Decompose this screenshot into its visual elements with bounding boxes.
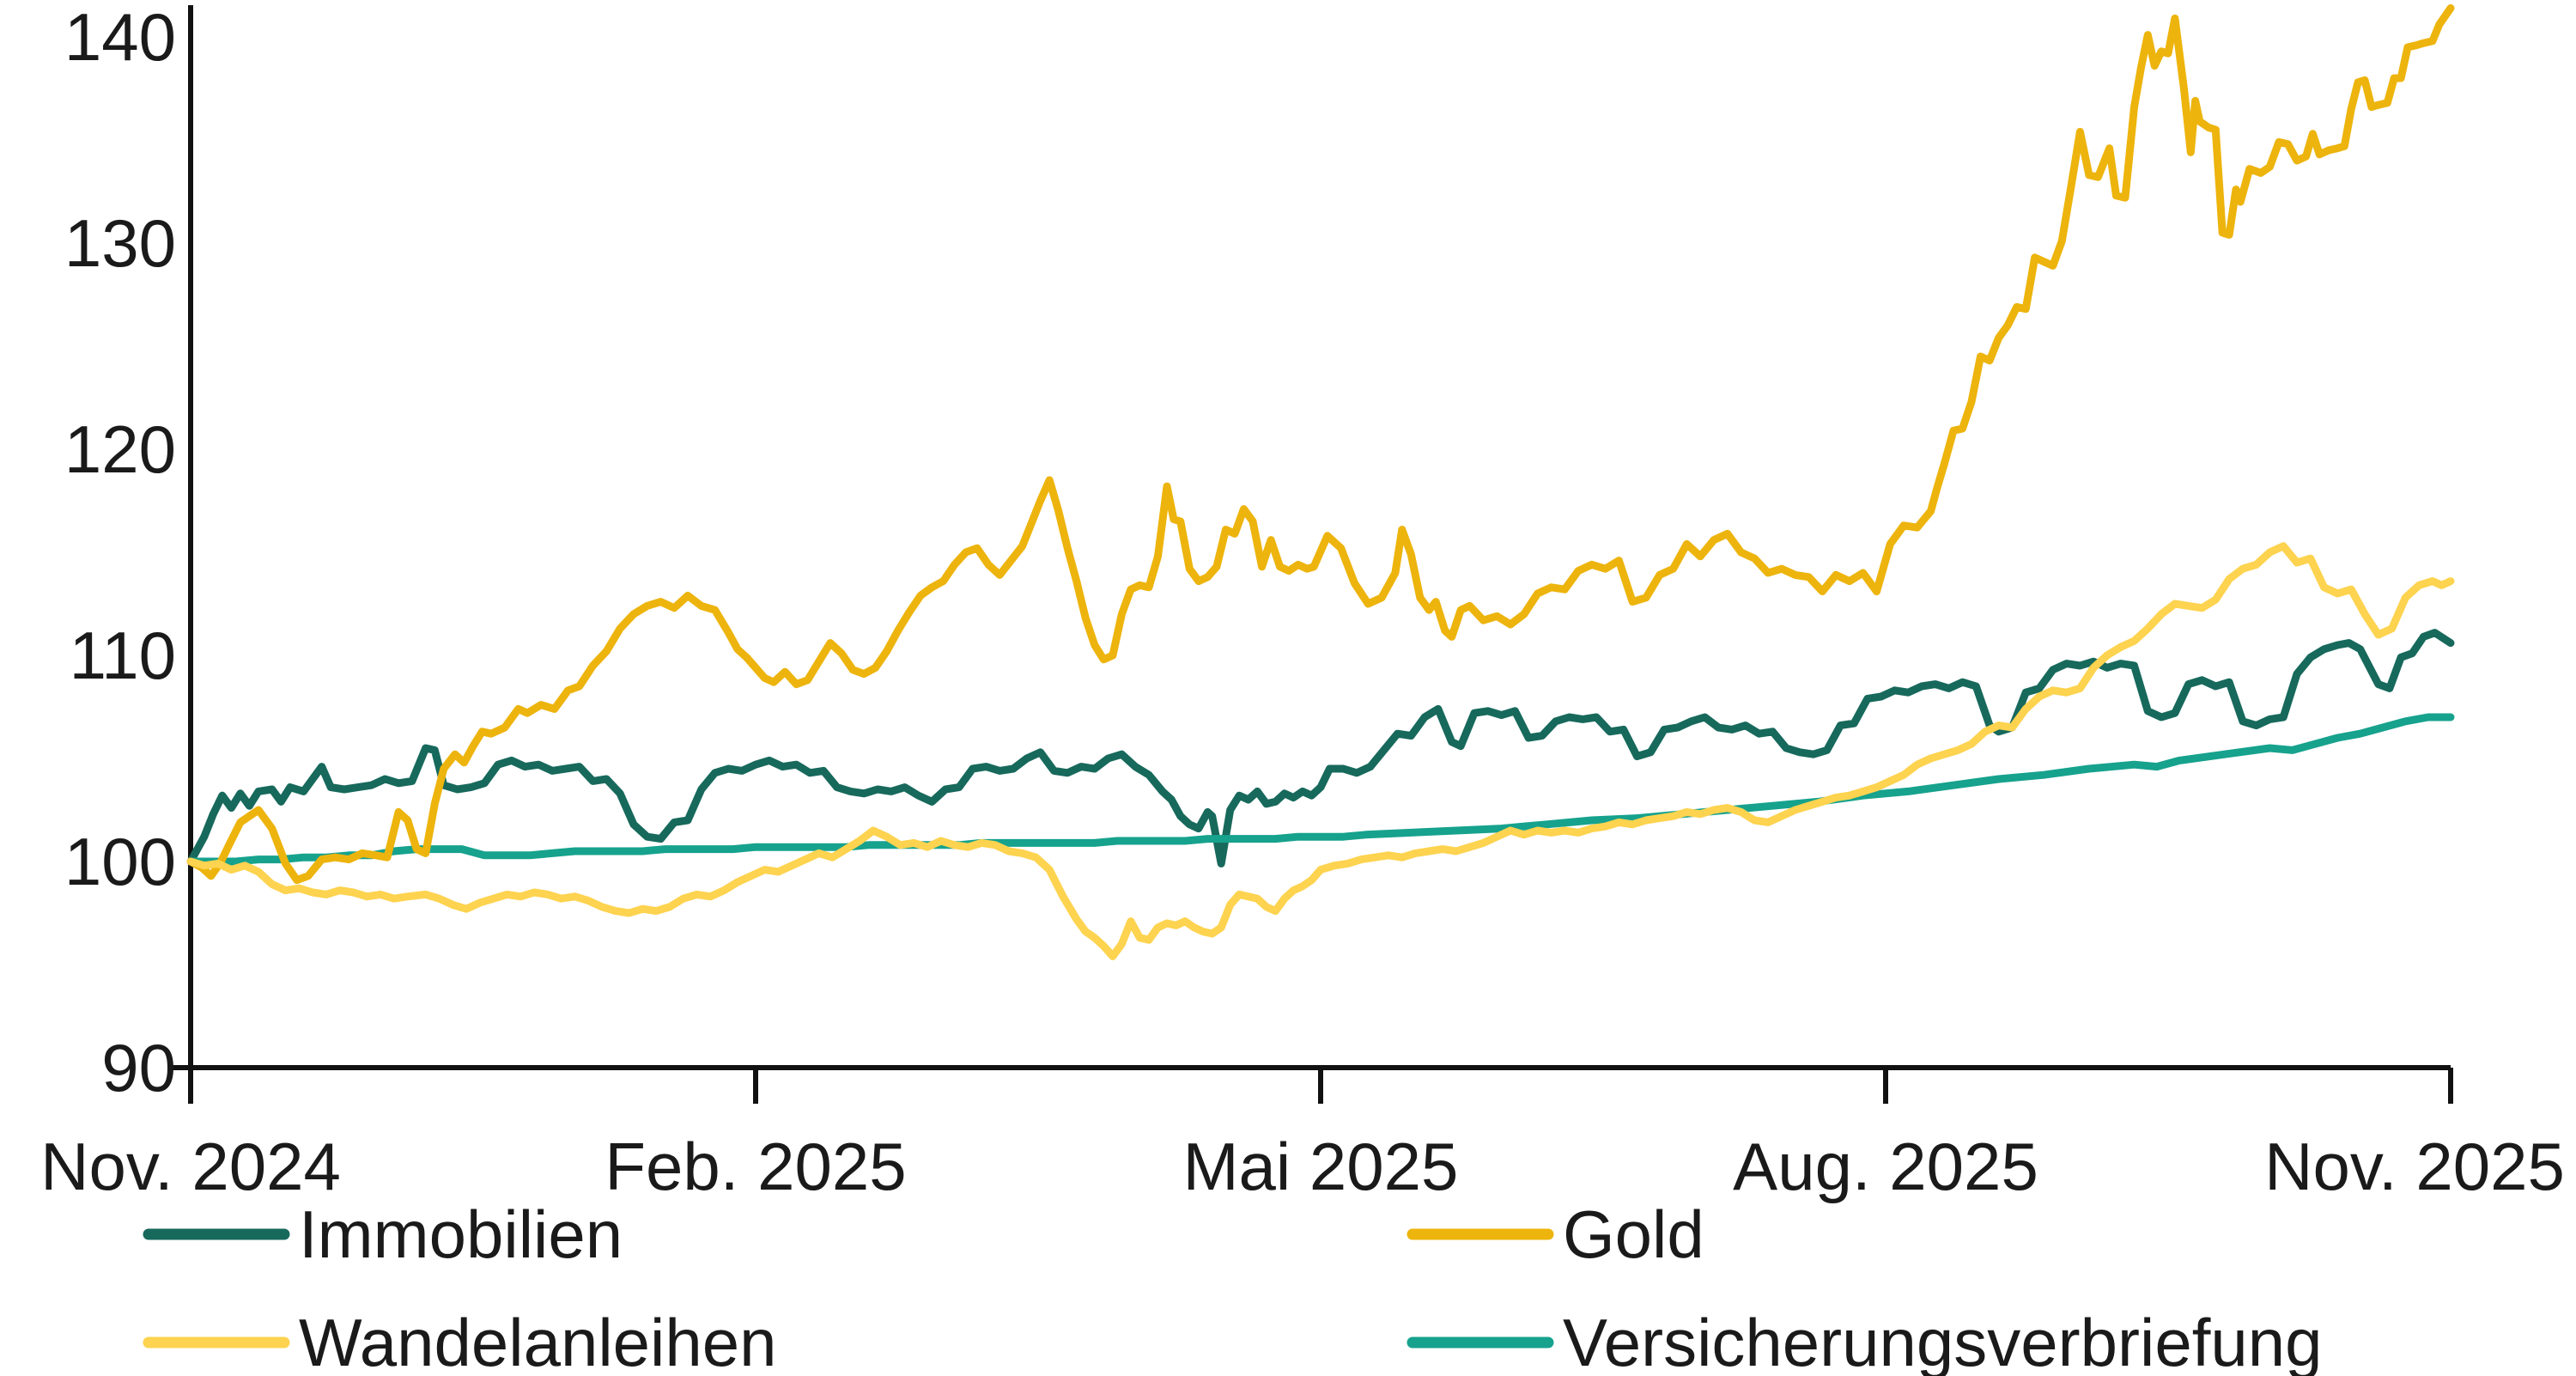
legend-label: Immobilien xyxy=(299,1196,623,1272)
x-tick-label: Nov. 2024 xyxy=(40,1129,341,1204)
legend-label: Versicherungsverbriefung xyxy=(1563,1305,2323,1376)
x-axis-tick-labels: Nov. 2024 Feb. 2025 Mai 2025 Aug. 2025 Nov. … xyxy=(40,1129,2565,1204)
x-tick-label: Mai 2025 xyxy=(1183,1129,1459,1204)
x-tick-label: Nov. 2025 xyxy=(2264,1129,2565,1204)
legend: Immobilien Wandelanleihen Gold Versicherung… xyxy=(143,1196,2323,1376)
y-tick-label: 130 xyxy=(64,205,176,281)
legend-item-immobilien: Immobilien xyxy=(143,1196,623,1272)
legend-item-wandelanleihen: Wandelanleihen xyxy=(143,1305,777,1376)
series-lines xyxy=(186,3,2455,960)
series-line-gold xyxy=(186,3,2455,885)
x-tick-label: Feb. 2025 xyxy=(605,1129,906,1204)
legend-label: Wandelanleihen xyxy=(299,1305,777,1376)
y-tick-label: 110 xyxy=(70,618,176,693)
series-line-versicherungsverbriefung xyxy=(186,713,2455,866)
series-line-wandelanleihen xyxy=(186,542,2455,960)
legend-item-gold: Gold xyxy=(1406,1196,1704,1272)
y-tick-label: 120 xyxy=(64,411,176,487)
y-tick-label: 90 xyxy=(101,1030,176,1105)
legend-item-versicherungsverbriefung: Versicherungsverbriefung xyxy=(1406,1305,2323,1376)
y-tick-label: 100 xyxy=(64,824,176,899)
y-tick-label: 140 xyxy=(64,0,176,75)
series-line-immobilien xyxy=(186,629,2455,868)
x-tick-label: Aug. 2025 xyxy=(1733,1129,2038,1204)
legend-label: Gold xyxy=(1563,1196,1704,1272)
y-axis-tick-labels: 90 100 110 120 130 140 xyxy=(64,0,176,1105)
axes xyxy=(168,5,2453,1104)
